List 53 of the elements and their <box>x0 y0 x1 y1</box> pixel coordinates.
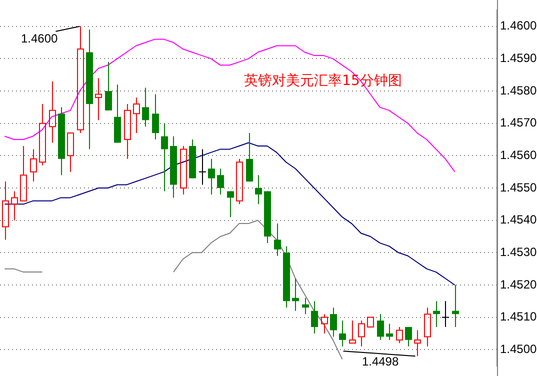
candlestick <box>133 96 140 134</box>
candlestick <box>142 87 149 128</box>
y-tick-label: 1.4510 <box>500 310 537 324</box>
annotation: 1.4600 <box>21 32 58 46</box>
candlestick <box>198 148 206 186</box>
candlestick <box>358 320 365 347</box>
y-tick-label: 1.4530 <box>500 244 537 259</box>
candlestick <box>452 284 459 328</box>
y-tick-label: 1.4590 <box>500 51 537 66</box>
candlestick <box>302 297 309 315</box>
candlestick <box>405 326 412 347</box>
candlestick <box>349 320 356 344</box>
candlestick <box>442 300 450 328</box>
candlestick <box>339 320 346 347</box>
candlestick <box>11 190 18 221</box>
candlestick <box>311 300 318 334</box>
candlestick <box>180 145 187 195</box>
candlestick <box>433 300 440 328</box>
annotation: 1.4498 <box>362 354 399 368</box>
candlestick <box>39 103 46 166</box>
candlestick <box>217 168 224 195</box>
candlestick <box>20 145 27 202</box>
y-tick-label: 1.4550 <box>500 180 537 194</box>
candlestick <box>386 323 393 340</box>
text: 英镑对美元汇率15分钟图 <box>244 72 402 89</box>
y-tick-label: 1.4570 <box>500 116 537 130</box>
candlestick <box>292 278 299 312</box>
candlestick <box>49 80 56 144</box>
candlestick <box>321 314 328 334</box>
candlestick <box>30 148 37 182</box>
candlestick <box>414 330 421 357</box>
y-tick-label: 1.4600 <box>500 18 537 33</box>
candlestick <box>330 307 337 338</box>
candlestick <box>246 132 253 182</box>
candlestick <box>77 26 84 134</box>
y-tick-label: 1.4500 <box>500 342 537 356</box>
y-tick-label: 1.4540 <box>500 212 537 227</box>
candlestick <box>95 78 102 121</box>
candlestick <box>67 132 74 172</box>
candlestick <box>208 158 215 195</box>
y-tick-label: 1.4520 <box>500 277 537 292</box>
candlestick <box>377 314 384 340</box>
candlestick <box>424 307 431 347</box>
candlestick <box>124 103 131 160</box>
candlestick <box>152 94 159 140</box>
candlestick <box>105 61 112 111</box>
y-tick-label: 1.4580 <box>500 83 537 98</box>
candlestick <box>161 122 168 192</box>
candlestick <box>227 190 234 218</box>
candlestick <box>255 174 262 205</box>
y-tick-label: 1.4560 <box>500 148 537 162</box>
candlestick <box>274 223 281 256</box>
candlestick <box>2 181 9 240</box>
